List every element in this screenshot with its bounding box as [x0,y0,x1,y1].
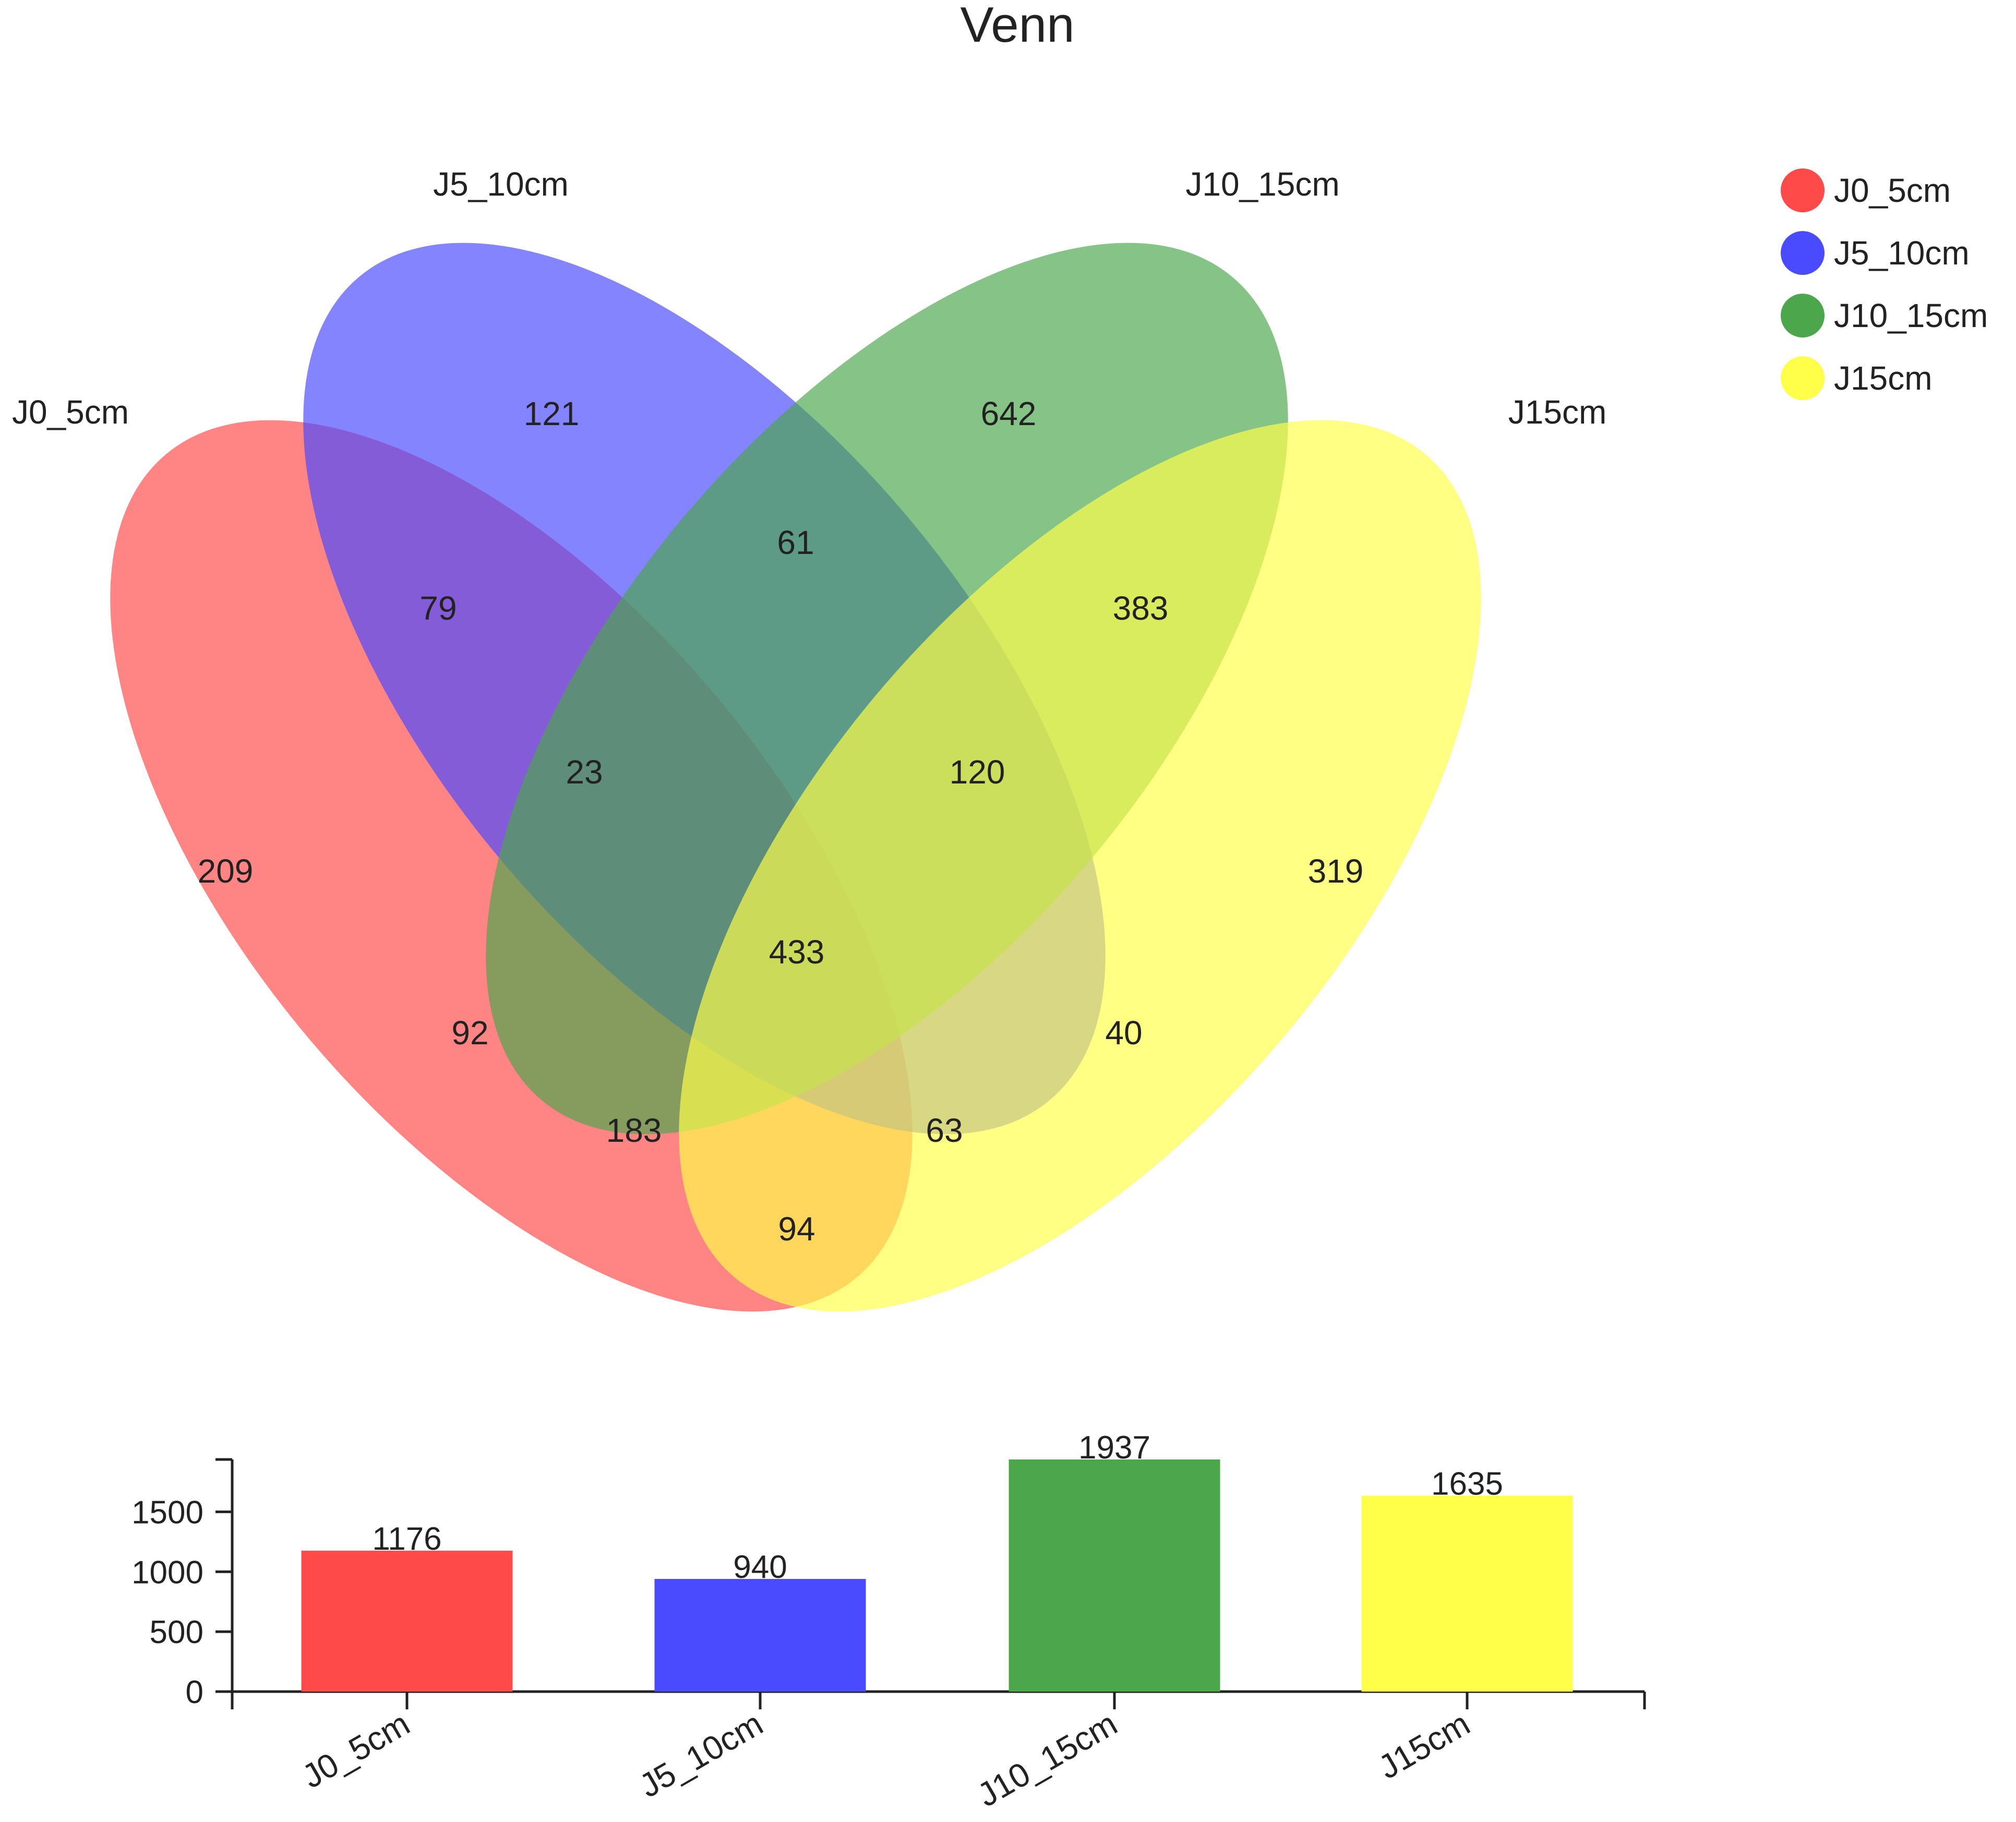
set-label-j10-15cm: J10_15cm [1185,165,1339,203]
region-value: 61 [777,524,814,561]
region-value: 642 [981,395,1037,432]
category-label: J10_15cm [971,1705,1123,1814]
legend: J0_5cm J5_10cm J10_15cm J15cm [1781,168,1988,400]
set-label-j15cm: J15cm [1508,393,1607,431]
legend-swatch-j0-5cm [1781,168,1825,212]
region-value: 319 [1308,852,1364,890]
bar-j15cm [1361,1495,1573,1692]
bar-value-label: 1937 [1078,1430,1150,1466]
region-value: 23 [566,753,603,791]
bar-chart: 0 500 1000 1500 1176 940 1937 1635 [131,1430,1646,1814]
region-value: 120 [950,753,1005,791]
y-tick-label: 1000 [131,1554,203,1590]
venn-diagram [110,243,1481,1312]
y-ticks: 0 500 1000 1500 [131,1458,232,1710]
region-value: 433 [769,933,825,971]
region-value: 92 [451,1014,488,1052]
x-ticks [231,1692,1646,1709]
region-value: 183 [606,1112,662,1149]
legend-swatch-j15cm [1781,356,1825,400]
chart-title: Venn [961,0,1075,53]
category-label: J15cm [1372,1705,1476,1787]
venn-set-j15cm [679,420,1481,1312]
bar-value-label: 1176 [372,1521,441,1557]
category-labels: J0_5cm J5_10cm J10_15cm J15cm [296,1705,1476,1814]
legend-label-j0-5cm: J0_5cm [1834,172,1951,209]
region-value: 79 [419,589,457,627]
bar-value-labels: 1176 940 1937 1635 [372,1430,1503,1585]
region-value: 40 [1105,1014,1142,1052]
region-value: 383 [1113,589,1169,627]
bar-j10-15cm [1009,1459,1220,1692]
region-value: 63 [926,1112,963,1149]
bar-j5-10cm [654,1579,866,1692]
legend-swatch-j5-10cm [1781,231,1825,275]
set-label-j0-5cm: J0_5cm [12,393,129,431]
y-tick-label: 1500 [131,1494,203,1530]
category-label: J5_10cm [633,1705,769,1805]
y-tick-label: 500 [150,1614,203,1650]
legend-label-j15cm: J15cm [1834,359,1933,397]
category-label: J0_5cm [296,1705,416,1795]
region-value: 94 [778,1210,815,1248]
legend-swatch-j10-15cm [1781,294,1825,337]
bar-value-label: 1635 [1431,1466,1503,1502]
legend-label-j5-10cm: J5_10cm [1834,234,1970,272]
region-value: 209 [198,852,254,890]
region-value: 121 [524,395,580,432]
legend-label-j10-15cm: J10_15cm [1834,297,1988,334]
y-tick-label: 0 [186,1674,203,1710]
bar-value-label: 940 [733,1549,787,1585]
bar-j0-5cm [301,1550,513,1692]
set-label-j5-10cm: J5_10cm [433,165,569,203]
venn-region-values: 121 642 61 79 383 23 120 209 319 433 92 … [198,395,1364,1248]
bars [301,1459,1573,1692]
